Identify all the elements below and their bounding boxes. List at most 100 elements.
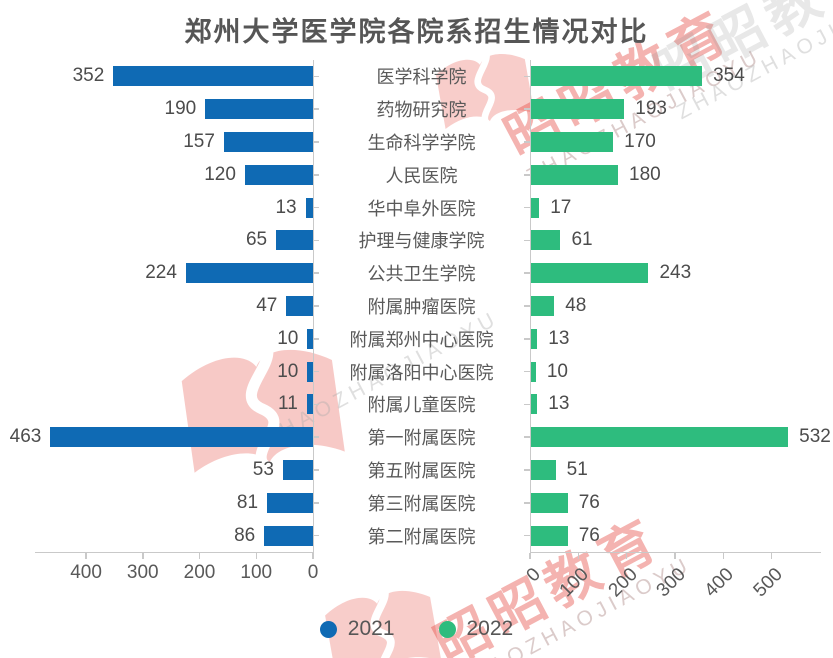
y-axis-tick [313,502,319,504]
x-axis-tick-label: 100 [240,562,273,583]
value-label-2022: 76 [578,491,600,513]
bar-2022 [531,296,555,316]
bar-2021 [244,164,313,185]
y-axis-tick [313,272,319,274]
category-label: 药物研究院 [376,100,467,121]
value-label-2021: 190 [164,98,197,120]
y-axis-tick [524,370,530,373]
bar-2022 [531,460,556,480]
value-label-2022: 76 [578,524,600,546]
x-axis-tick [577,553,580,559]
y-axis-tick [524,305,530,307]
bar-2022 [531,328,538,349]
value-label-2021: 11 [278,393,298,415]
value-label-2021: 81 [236,491,259,513]
x-axis-tick [625,553,628,559]
value-label-2022: 170 [624,131,656,152]
x-axis-tick [722,553,725,559]
bar-2022 [531,99,625,120]
x-axis-tick [770,553,773,559]
x-axis-tick [255,553,257,559]
value-label-2021: 10 [277,360,299,382]
y-axis-tick [524,403,530,406]
bar-2021 [282,460,313,480]
y-axis-tick [313,206,319,209]
x-axis-tick [85,553,87,559]
bar-2022 [531,361,536,382]
y-axis-tick [313,338,319,340]
bar-2021 [205,99,313,120]
bar-2022 [531,164,618,185]
category-label: 医学科学院 [376,67,467,88]
bar-2021 [264,525,313,546]
legend-item-2022: 2022 [438,617,513,641]
x-axis-tick-label: 100 [555,564,594,602]
y-axis-tick [313,174,319,176]
y-axis-tick [313,370,319,373]
x-axis-tick [529,553,531,559]
value-label-2022: 180 [629,163,661,185]
x-axis-tick-label: 200 [604,564,642,602]
value-label-2021: 352 [72,65,105,87]
value-label-2021: 86 [234,524,256,546]
x-axis-tick-label: 200 [183,562,216,583]
legend-label-2021: 2021 [347,617,395,640]
category-label: 华中阜外医院 [367,198,476,219]
bar-2021 [307,328,313,349]
bar-2022 [531,263,649,284]
category-label: 公共卫生学院 [367,264,476,285]
x-axis-tick [142,553,144,559]
legend-item-2021: 2021 [319,617,395,641]
bar-2021 [305,197,313,218]
category-label: 附属郑州中心医院 [349,329,494,350]
x-axis-tick-label: 500 [749,564,787,602]
category-label: 附属儿童医院 [367,395,476,416]
bar-2022 [531,197,540,218]
y-axis-tick [524,141,530,143]
bar-2021 [307,361,313,382]
x-axis-tick-label: 400 [70,562,102,583]
x-axis-tick-label: 400 [700,564,739,602]
bar-2021 [185,263,313,284]
bar-2022 [531,230,561,251]
value-label-2022: 48 [565,295,587,316]
y-axis-tick [524,239,530,242]
legend-dot-2022 [438,620,456,638]
bar-2022 [531,394,538,415]
value-label-2021: 224 [145,262,177,284]
value-label-2021: 10 [277,327,299,349]
y-axis-tick [524,502,530,504]
legend-dot-2021 [319,620,337,638]
value-label-2022: 51 [566,459,588,480]
x-axis-tick-label: 0 [522,564,545,587]
y-axis-tick [524,206,530,209]
value-label-2022: 17 [550,196,572,218]
bar-2021 [267,492,313,513]
bar-2021 [113,66,313,87]
bar-2021 [223,132,313,152]
bar-2022 [531,525,568,546]
value-label-2022: 61 [571,229,593,251]
category-label: 人民医院 [385,165,458,186]
y-axis-tick [313,534,319,537]
y-axis-tick [313,75,319,78]
bar-2022 [531,427,789,448]
y-axis-tick [313,469,319,471]
x-axis-tick [674,553,676,559]
category-label: 附属洛阳中心医院 [349,362,494,383]
value-label-2021: 120 [204,163,236,185]
category-label: 第一附属医院 [367,428,476,449]
y-axis-tick [313,108,319,110]
y-axis-tick [313,403,319,406]
y-axis-tick [313,239,319,242]
value-label-2021: 47 [256,295,278,316]
x-axis-tick-label: 300 [126,562,159,583]
bar-2021 [50,427,313,448]
bar-2022 [531,492,568,513]
bar-2021 [276,230,313,251]
y-axis-tick [313,436,319,438]
value-label-2021: 463 [9,426,42,448]
y-axis-tick [524,469,530,471]
x-axis-tick-label: 0 [307,562,319,583]
